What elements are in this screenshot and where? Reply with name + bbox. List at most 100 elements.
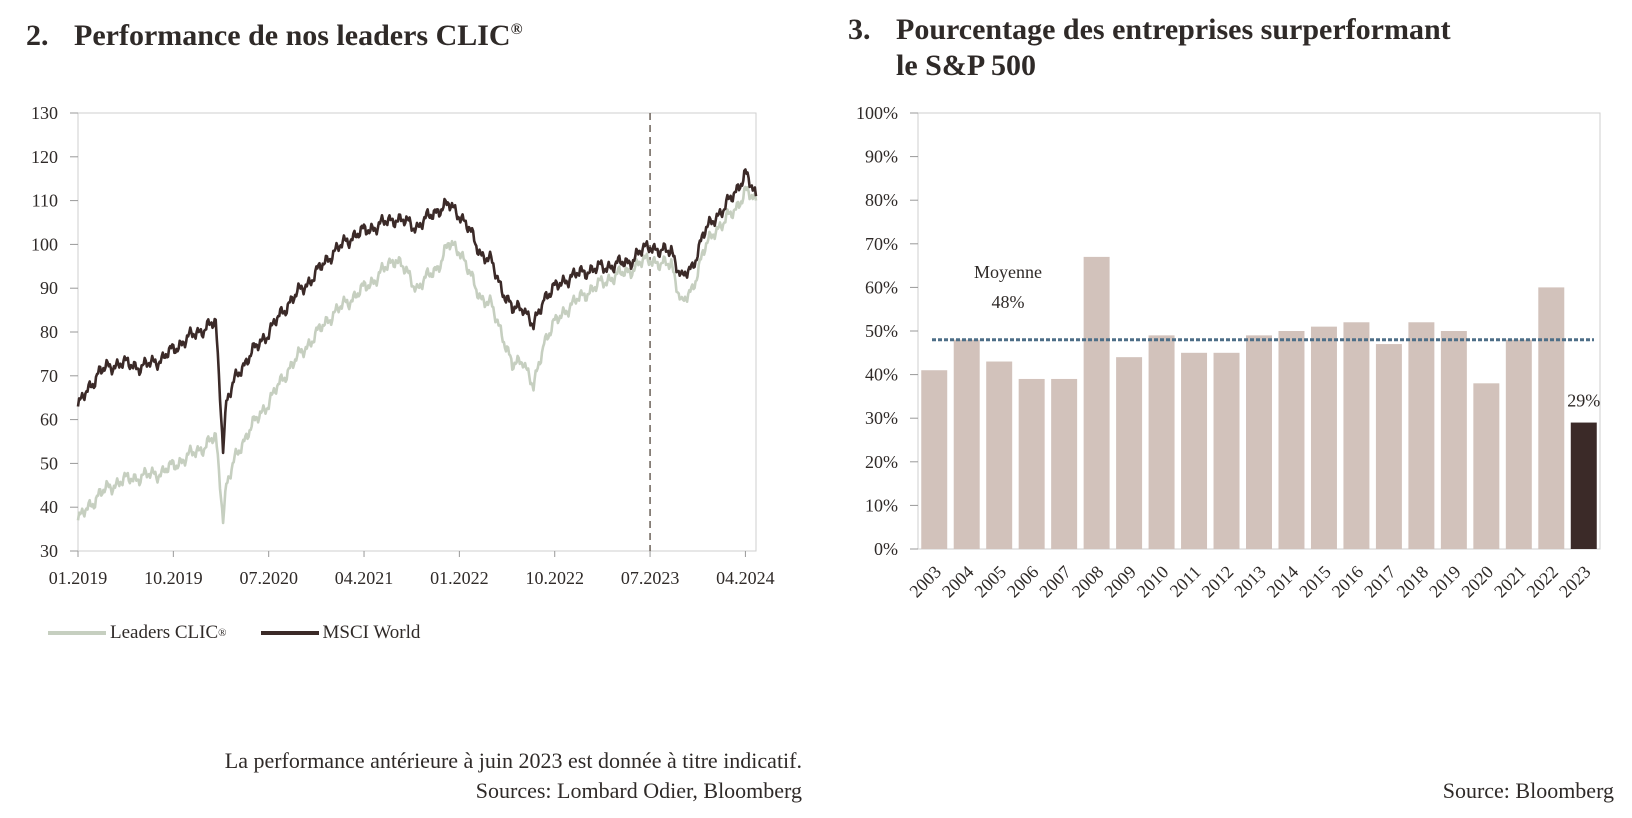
y-tick-label: 20% (865, 452, 898, 472)
y-tick-label: 40% (865, 365, 898, 385)
y-tick-label: 50 (40, 453, 58, 473)
x-tick-label: 01.2019 (49, 568, 108, 588)
x-tick-label: 01.2022 (430, 568, 489, 588)
bar-2021 (1505, 339, 1532, 549)
y-tick-label: 90 (40, 278, 58, 298)
x-tick-label: 04.2024 (716, 568, 775, 588)
line-chart-legend: Leaders CLIC ® MSCI World (48, 622, 448, 644)
left-chart-number: 2. (26, 19, 49, 52)
right-chart-title-line2: le S&P 500 (896, 49, 1036, 82)
bar-2016 (1343, 322, 1370, 549)
left-chart-title-text: Performance de nos leaders CLIC (74, 19, 511, 52)
left-chart-title-sup: ® (510, 21, 523, 38)
x-tick-label: 2007 (1035, 562, 1075, 602)
left-chart-footnote-line1: La performance antérieure à juin 2023 es… (224, 748, 802, 773)
bar-2017 (1375, 344, 1402, 549)
x-tick-label: 2010 (1133, 562, 1173, 602)
y-tick-label: 90% (865, 147, 898, 167)
bar-2012 (1213, 352, 1240, 549)
bar-2007 (1051, 378, 1078, 549)
bar-2014 (1278, 331, 1305, 549)
legend-label-leaders-clic: Leaders CLIC (110, 622, 219, 643)
y-tick-label: 30% (865, 408, 898, 428)
left-chart-sources: Sources: Lombard Odier, Bloomberg (475, 778, 802, 803)
y-tick-label: 80 (40, 322, 58, 342)
series-line-leaders-clic- (76, 185, 758, 525)
legend-item-leaders-clic: Leaders CLIC ® (48, 622, 227, 644)
legend-swatch-leaders-clic (48, 631, 106, 635)
y-tick-label: 70 (40, 366, 58, 386)
x-tick-label: 10.2022 (525, 568, 584, 588)
y-tick-label: 120 (31, 147, 58, 167)
x-tick-label: 10.2019 (144, 568, 203, 588)
x-tick-label: 07.2023 (621, 568, 680, 588)
bar-2010 (1148, 335, 1175, 549)
x-tick-label: 2012 (1198, 562, 1238, 602)
x-tick-label: 2018 (1393, 562, 1433, 602)
y-tick-label: 50% (865, 321, 898, 341)
bar-2011 (1181, 352, 1208, 549)
y-tick-label: 40 (40, 497, 58, 517)
legend-item-msci-world: MSCI World (260, 622, 421, 644)
bar-2023 (1570, 422, 1597, 549)
bar-2022 (1538, 287, 1565, 549)
x-tick-label: 2023 (1555, 562, 1595, 602)
x-tick-label: 2003 (905, 562, 945, 602)
series-line-msci-world (76, 168, 758, 455)
highlight-data-label: 29% (1567, 391, 1600, 411)
bar-2015 (1310, 326, 1337, 549)
bar-2003 (921, 370, 948, 549)
legend-sup-leaders-clic: ® (218, 627, 227, 639)
x-tick-label: 2022 (1523, 562, 1563, 602)
y-tick-label: 110 (32, 191, 58, 211)
x-tick-label: 2021 (1490, 562, 1530, 602)
x-tick-label: 2015 (1295, 562, 1335, 602)
bar-2019 (1440, 331, 1467, 549)
y-tick-label: 60% (865, 277, 898, 297)
legend-label-msci-world: MSCI World (322, 622, 421, 643)
average-label-title: Moyenne (974, 262, 1042, 282)
x-tick-label: 2011 (1166, 562, 1205, 601)
x-tick-label: 2017 (1360, 562, 1400, 602)
x-tick-label: 2009 (1100, 562, 1140, 602)
y-tick-label: 30 (40, 541, 58, 561)
y-tick-label: 70% (865, 234, 898, 254)
right-chart-number: 3. (848, 13, 871, 46)
bar-2005 (986, 361, 1013, 549)
bar-2004 (953, 339, 980, 549)
x-tick-label: 07.2020 (239, 568, 298, 588)
y-tick-label: 10% (865, 495, 898, 515)
x-tick-label: 2013 (1230, 562, 1270, 602)
x-tick-label: 2020 (1458, 562, 1498, 602)
y-tick-label: 80% (865, 190, 898, 210)
left-chart-title: 2. Performance de nos leaders CLIC® (26, 12, 523, 54)
bar-2013 (1246, 335, 1272, 549)
y-tick-label: 130 (31, 103, 58, 123)
x-tick-label: 2016 (1328, 562, 1368, 602)
y-tick-label: 0% (874, 539, 898, 559)
x-tick-label: 2014 (1263, 562, 1303, 602)
x-tick-label: 2008 (1068, 562, 1108, 602)
right-chart-title: 3. Pourcentage des entreprises surperform… (848, 12, 1608, 84)
bar-2009 (1116, 357, 1143, 549)
x-tick-label: 04.2021 (335, 568, 394, 588)
right-chart-title-line1: Pourcentage des entreprises surperforman… (896, 13, 1451, 46)
average-label-value: 48% (992, 292, 1025, 312)
x-tick-label: 2004 (938, 562, 978, 602)
bar-2020 (1473, 383, 1500, 549)
bar-2006 (1018, 378, 1045, 549)
line-chart-plot-area (77, 112, 757, 552)
right-chart-source: Source: Bloomberg (1442, 778, 1614, 803)
y-tick-label: 60 (40, 410, 58, 430)
line-chart: 30 40 50 60 70 80 90 100 110 120 130 01.2019 10.2019… (31, 103, 775, 588)
bar-chart: 0%10%20%30%40%50%60%70%80%90%100%2003200… (856, 103, 1601, 602)
y-tick-label: 100 (31, 234, 58, 254)
x-tick-label: 2005 (970, 562, 1010, 602)
y-tick-label: 100% (856, 103, 898, 123)
legend-swatch-msci-world (260, 631, 319, 635)
bar-2018 (1408, 322, 1435, 549)
left-chart-footnote: La performance antérieure à juin 2023 es… (42, 746, 802, 806)
x-tick-label: 2006 (1003, 562, 1043, 602)
bar-2008 (1083, 256, 1110, 549)
